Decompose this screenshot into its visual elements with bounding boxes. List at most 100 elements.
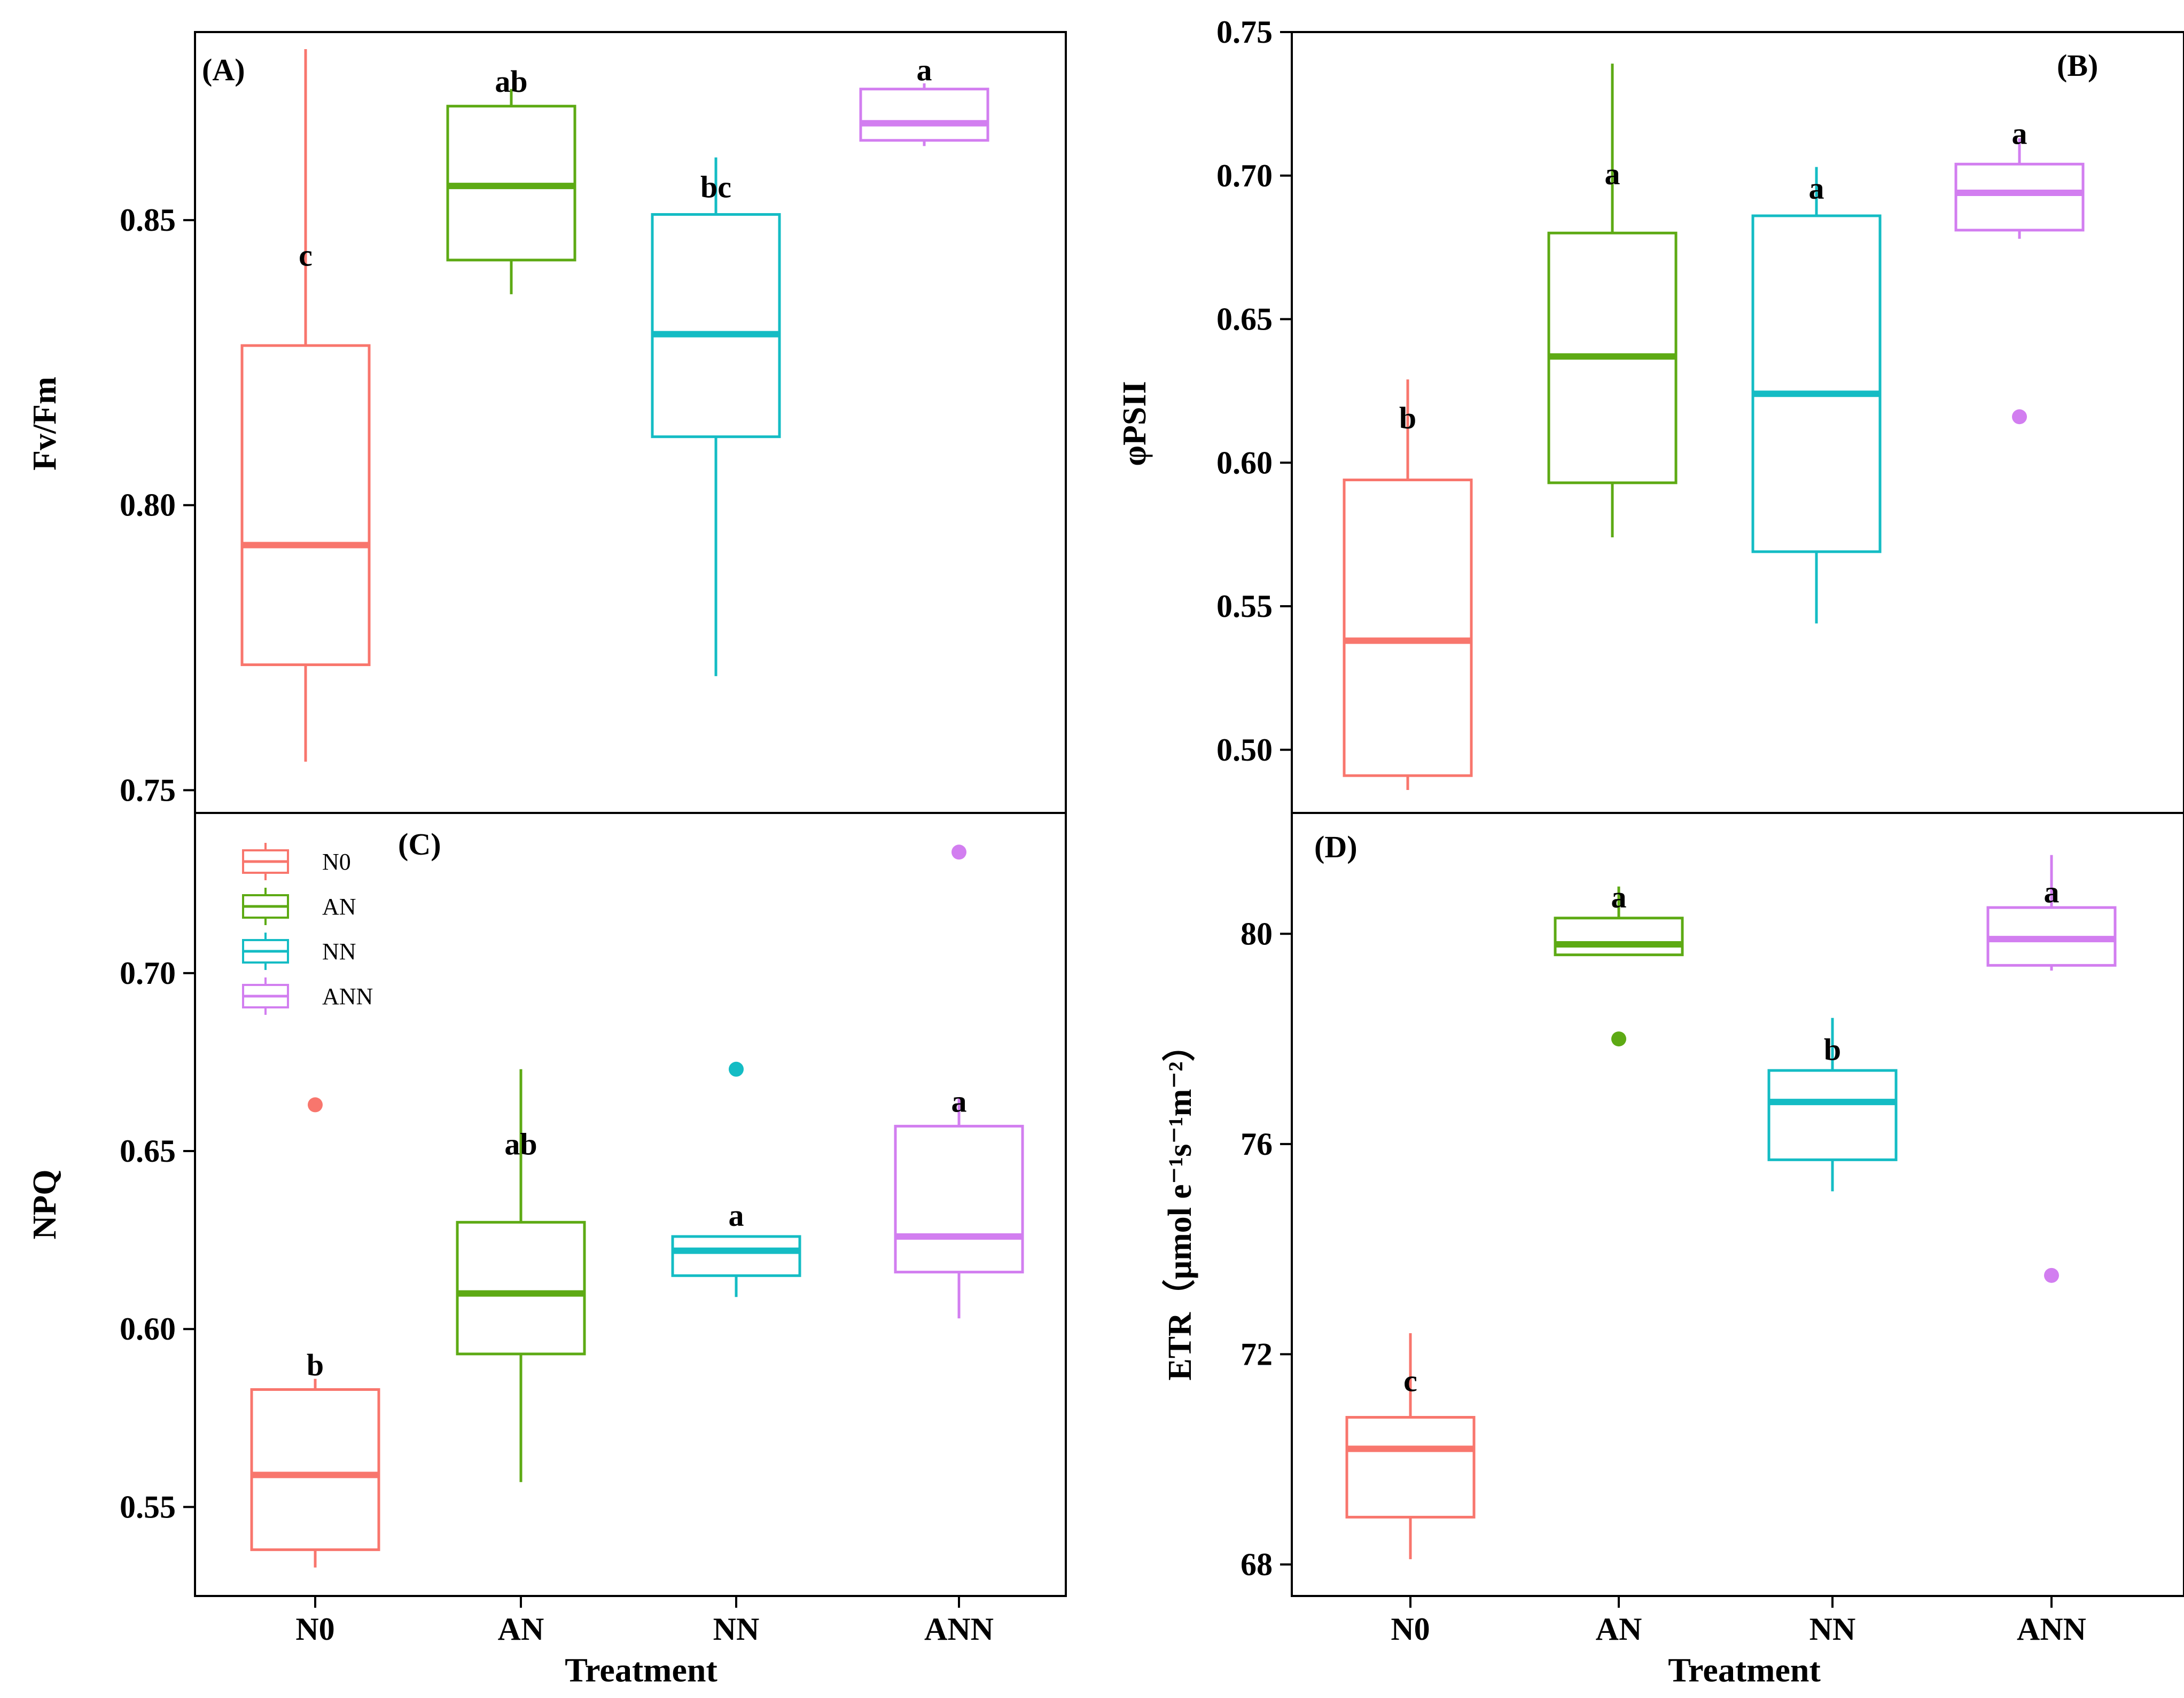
iqr-box xyxy=(250,1388,380,1551)
panel-d-ytick-label: 68 xyxy=(1241,1547,1273,1582)
panel-a-box-ann: a xyxy=(859,53,989,146)
legend-label: NN xyxy=(322,938,356,965)
significance-letter: a xyxy=(1605,157,1620,191)
iqr-box xyxy=(894,1124,1024,1274)
panel-d-xtick-label: NN xyxy=(1809,1611,1856,1647)
panel-a-box-an: ab xyxy=(446,64,576,294)
panel-c-ytick-label: 0.65 xyxy=(120,1133,176,1169)
panel-b-ylabel: φPSII xyxy=(1117,381,1153,466)
panel-c-xtick-label: ANN xyxy=(924,1611,994,1647)
panel-c-ytick-label: 0.55 xyxy=(120,1489,176,1524)
panel-a-box-n0: c xyxy=(240,49,371,762)
legend-label: ANN xyxy=(322,983,373,1010)
iqr-box xyxy=(859,88,989,142)
panel-a-ytick-label: 0.80 xyxy=(120,488,176,523)
panel-b-box-ann: a xyxy=(1954,116,2085,425)
panel-c-box-ann: a xyxy=(894,844,1024,1319)
panel-d-box-ann: a xyxy=(1986,855,2117,1283)
significance-letter: b xyxy=(307,1348,324,1382)
panel-b: 0.50 0.55 0.60 0.65 0.70 0.75 φPSII (B) b a a a xyxy=(1117,14,2184,814)
panel-d-ylabel: ETR（μmol e⁻¹s⁻¹m⁻²） xyxy=(1161,1028,1198,1380)
panel-a: 0.75 0.80 0.85 Fv/Fm (A) c ab bc a xyxy=(27,31,1067,814)
outlier-point xyxy=(308,1097,323,1113)
panel-d-frame xyxy=(1291,812,2184,1597)
iqr-box xyxy=(671,1235,801,1277)
panel-b-ytick-label: 0.65 xyxy=(1216,302,1273,337)
panel-b-box-n0: b xyxy=(1343,379,1473,790)
panel-d-xlabel: Treatment xyxy=(1668,1651,1821,1689)
legend-entry-an: AN xyxy=(242,888,356,925)
panel-d-ytick-label: 80 xyxy=(1241,916,1273,951)
panel-c-box-n0: b xyxy=(250,1097,380,1568)
significance-letter: ab xyxy=(495,64,527,99)
panel-d-label: (D) xyxy=(1314,830,1358,864)
legend-entry-n0: N0 xyxy=(242,843,351,880)
panel-c-box-an: ab xyxy=(456,1069,586,1482)
panel-d-box-nn: b xyxy=(1767,1018,1898,1192)
panel-d-xtick-label: ANN xyxy=(2017,1611,2086,1647)
outlier-point xyxy=(2044,1267,2059,1283)
iqr-box xyxy=(1751,214,1882,553)
panel-c-xtick-label: N0 xyxy=(295,1611,334,1647)
panel-d-xtick-label: AN xyxy=(1596,1611,1642,1647)
panel-a-ytick-label: 0.85 xyxy=(120,202,176,238)
panel-d-box-an: a xyxy=(1554,880,1684,1047)
panel-d-box-n0: c xyxy=(1345,1333,1476,1560)
panel-b-ytick-label: 0.50 xyxy=(1216,732,1273,768)
panel-a-label: (A) xyxy=(202,52,245,87)
significance-letter: bc xyxy=(700,169,731,204)
significance-letter: a xyxy=(1611,880,1627,914)
panel-c-frame xyxy=(194,812,1067,1597)
panel-b-ytick-label: 0.60 xyxy=(1216,445,1273,480)
panel-b-ytick-label: 0.75 xyxy=(1216,14,1273,50)
iqr-box xyxy=(1343,479,1473,777)
outlier-point xyxy=(951,844,966,860)
panel-d-xtick-label: N0 xyxy=(1391,1611,1430,1647)
significance-letter: a xyxy=(917,53,932,88)
outlier-point xyxy=(729,1061,744,1077)
panel-c-ylabel: NPQ xyxy=(27,1170,63,1240)
panel-a-box-nn: bc xyxy=(651,157,781,676)
legend-label: AN xyxy=(322,894,356,920)
significance-letter: a xyxy=(2044,874,2060,909)
significance-letter: ab xyxy=(504,1127,537,1162)
significance-letter: c xyxy=(299,238,313,273)
significance-letter: a xyxy=(1809,171,1824,206)
panel-b-label: (B) xyxy=(2057,48,2098,83)
legend-entry-nn: NN xyxy=(242,933,356,970)
iqr-box xyxy=(1345,1415,1476,1519)
legend: N0 AN NN ANN xyxy=(242,843,373,1015)
panel-c-label: (C) xyxy=(398,827,441,862)
panel-b-ytick-label: 0.70 xyxy=(1216,158,1273,193)
panel-c-xtick-label: AN xyxy=(498,1611,544,1647)
significance-letter: a xyxy=(729,1198,744,1233)
significance-letter: a xyxy=(2012,116,2027,151)
panel-d-ytick-label: 76 xyxy=(1241,1126,1273,1162)
panel-c-ytick-label: 0.60 xyxy=(120,1311,176,1347)
iqr-box xyxy=(1954,162,2085,232)
legend-label: N0 xyxy=(322,849,351,875)
iqr-box xyxy=(651,213,781,439)
significance-letter: b xyxy=(1824,1032,1841,1067)
iqr-box xyxy=(240,344,371,667)
panel-c-box-nn: a xyxy=(671,1061,801,1297)
panel-d-ytick-label: 72 xyxy=(1241,1336,1273,1372)
panel-b-box-an: a xyxy=(1547,64,1678,537)
panel-b-box-nn: a xyxy=(1751,167,1882,624)
panel-a-ytick-label: 0.75 xyxy=(120,772,176,808)
significance-letter: b xyxy=(1399,401,1416,435)
panel-c-ytick-label: 0.70 xyxy=(120,956,176,991)
outlier-point xyxy=(1611,1031,1626,1047)
legend-entry-ann: ANN xyxy=(242,977,373,1015)
panel-c-xlabel: Treatment xyxy=(565,1651,717,1689)
panel-c: 0.55 0.60 0.65 0.70 NPQ (C) b ab a a N0 AN NN ANN Trea… xyxy=(27,812,1067,1689)
panel-a-ylabel: Fv/Fm xyxy=(27,377,63,471)
panel-c-xtick-label: NN xyxy=(713,1611,760,1647)
iqr-box xyxy=(456,1220,586,1356)
panel-b-ytick-label: 0.55 xyxy=(1216,589,1273,624)
iqr-box xyxy=(1767,1069,1898,1161)
significance-letter: a xyxy=(951,1084,967,1119)
iqr-box xyxy=(1554,917,1684,957)
